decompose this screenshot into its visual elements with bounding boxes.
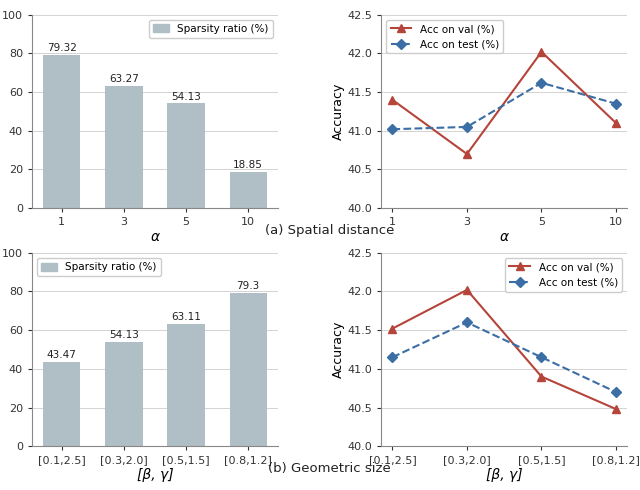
Text: 63.27: 63.27 bbox=[109, 74, 139, 84]
Acc on val (%) bbox=[388, 326, 396, 332]
Text: 18.85: 18.85 bbox=[233, 160, 263, 170]
Acc on test (%) bbox=[463, 124, 471, 130]
Legend: Acc on val (%), Acc on test (%): Acc on val (%), Acc on test (%) bbox=[505, 258, 622, 292]
Bar bbox=[43, 362, 81, 446]
Acc on test (%) bbox=[388, 354, 396, 360]
Acc on test (%) bbox=[538, 80, 545, 86]
Acc on test (%) bbox=[463, 319, 471, 325]
Acc on val (%) bbox=[388, 97, 396, 103]
Acc on test (%) bbox=[612, 101, 620, 107]
Bar bbox=[230, 293, 267, 446]
Bar bbox=[230, 172, 267, 208]
Legend: Acc on val (%), Acc on test (%): Acc on val (%), Acc on test (%) bbox=[387, 20, 503, 53]
Acc on val (%) bbox=[463, 151, 471, 157]
Acc on val (%) bbox=[463, 287, 471, 293]
Text: (a) Spatial distance: (a) Spatial distance bbox=[265, 224, 394, 237]
Y-axis label: Accuracy: Accuracy bbox=[332, 83, 344, 140]
Acc on val (%) bbox=[538, 374, 545, 380]
Text: 54.13: 54.13 bbox=[171, 92, 201, 101]
Text: 43.47: 43.47 bbox=[47, 350, 77, 360]
Legend: Sparsity ratio (%): Sparsity ratio (%) bbox=[37, 258, 161, 276]
X-axis label: [β, γ]: [β, γ] bbox=[486, 468, 522, 482]
Acc on test (%) bbox=[612, 389, 620, 395]
Bar bbox=[168, 103, 205, 208]
Text: 79.3: 79.3 bbox=[237, 281, 260, 291]
Acc on test (%) bbox=[388, 126, 396, 132]
Line: Acc on test (%): Acc on test (%) bbox=[389, 79, 620, 133]
X-axis label: [β, γ]: [β, γ] bbox=[137, 468, 173, 482]
Y-axis label: Accuracy: Accuracy bbox=[332, 321, 344, 378]
Acc on val (%) bbox=[612, 406, 620, 412]
Text: 79.32: 79.32 bbox=[47, 43, 77, 53]
Acc on val (%) bbox=[612, 120, 620, 126]
Line: Acc on val (%): Acc on val (%) bbox=[388, 286, 620, 413]
Text: (b) Geometric size: (b) Geometric size bbox=[268, 462, 391, 475]
Bar bbox=[43, 55, 81, 208]
Text: 63.11: 63.11 bbox=[171, 312, 201, 322]
X-axis label: α: α bbox=[500, 230, 509, 244]
Bar bbox=[106, 86, 143, 208]
Bar bbox=[106, 342, 143, 446]
Line: Acc on val (%): Acc on val (%) bbox=[388, 48, 620, 158]
Bar bbox=[168, 324, 205, 446]
Legend: Sparsity ratio (%): Sparsity ratio (%) bbox=[149, 20, 273, 38]
Acc on val (%) bbox=[538, 49, 545, 55]
Line: Acc on test (%): Acc on test (%) bbox=[389, 319, 620, 395]
Acc on test (%) bbox=[538, 354, 545, 360]
X-axis label: α: α bbox=[150, 230, 159, 244]
Text: 54.13: 54.13 bbox=[109, 330, 139, 340]
